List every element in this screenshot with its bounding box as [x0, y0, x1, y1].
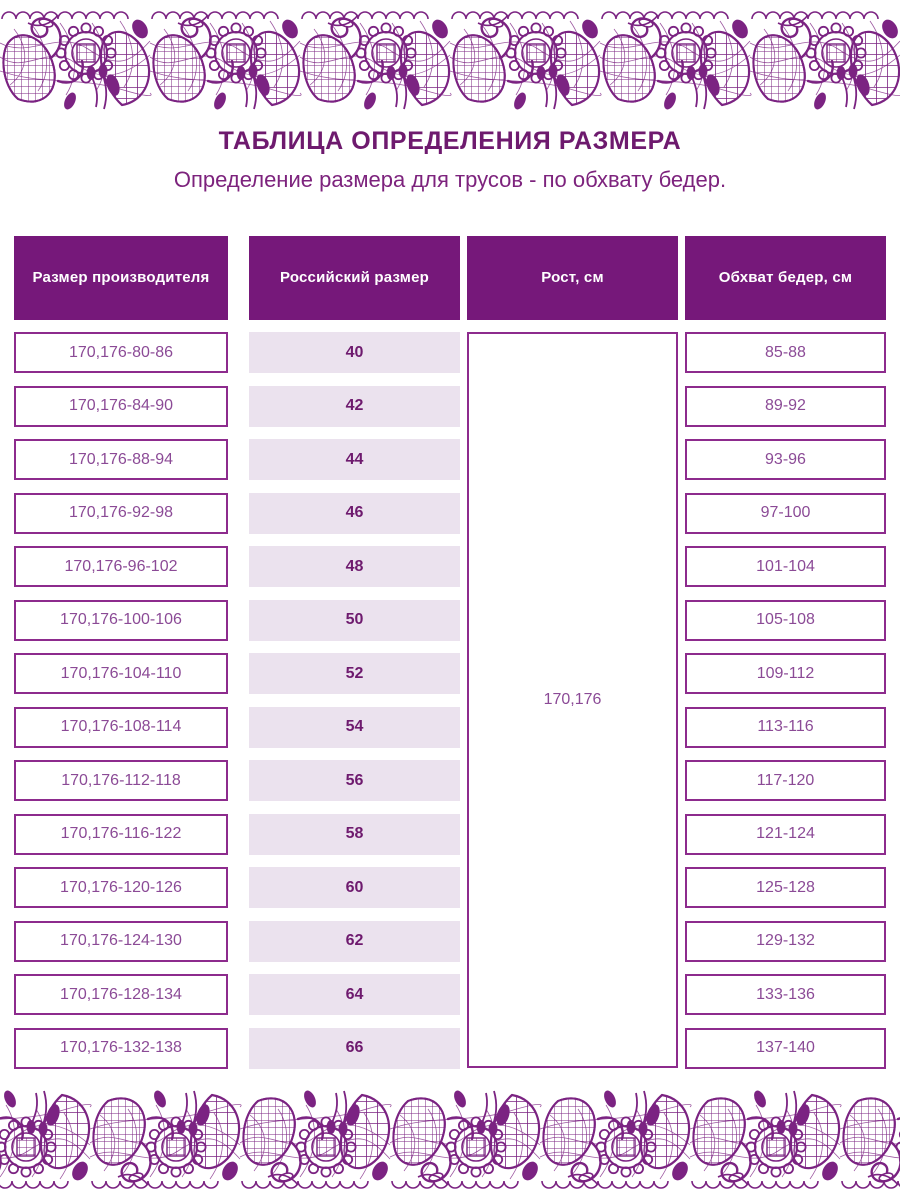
table-cell: 97-100	[685, 492, 886, 534]
column-header-russian-size: Российский размер	[249, 236, 460, 320]
table-cell: 62	[249, 920, 460, 962]
table-cell: 170,176-108-114	[14, 706, 228, 748]
top-lace-border	[0, 0, 900, 115]
table-cell: 170,176-84-90	[14, 385, 228, 427]
table-cell: 170,176-96-102	[14, 546, 228, 587]
column-body-hip-circumference: 85-88 89-92 93-96 97-100 101-104 105-108…	[685, 332, 886, 1069]
column-height: Рост, см 170,176	[467, 236, 678, 1068]
table-cell: 129-132	[685, 920, 886, 962]
table-cell: 52	[249, 653, 460, 694]
table-cell: 113-116	[685, 706, 886, 748]
table-cell: 44	[249, 439, 460, 480]
table-cell: 170,176-132-138	[14, 1027, 228, 1069]
column-body-manufacturer-size: 170,176-80-86 170,176-84-90 170,176-88-9…	[14, 332, 228, 1069]
table-cell: 56	[249, 760, 460, 801]
table-cell: 50	[249, 599, 460, 641]
table-cell: 133-136	[685, 974, 886, 1015]
table-cell: 93-96	[685, 439, 886, 480]
table-cell-merged-height: 170,176	[467, 332, 678, 1068]
table-cell: 137-140	[685, 1027, 886, 1069]
table-cell: 42	[249, 385, 460, 427]
table-cell: 48	[249, 546, 460, 587]
table-cell: 170,176-92-98	[14, 492, 228, 534]
table-cell: 101-104	[685, 546, 886, 587]
table-cell: 170,176-112-118	[14, 760, 228, 801]
column-header-manufacturer-size: Размер производителя	[14, 236, 228, 320]
lace-floral-border-icon	[0, 10, 900, 113]
column-body-russian-size: 40 42 44 46 48 50 52 54 56 58 60 62 64 6…	[249, 332, 460, 1069]
table-cell: 170,176-80-86	[14, 332, 228, 373]
table-cell: 170,176-128-134	[14, 974, 228, 1015]
table-cell: 170,176-116-122	[14, 813, 228, 855]
column-header-height: Рост, см	[467, 236, 678, 320]
table-cell: 109-112	[685, 653, 886, 694]
table-cell: 170,176-100-106	[14, 599, 228, 641]
heading-block: ТАБЛИЦА ОПРЕДЕЛЕНИЯ РАЗМЕРА Определение …	[0, 127, 900, 192]
page-subtitle: Определение размера для трусов - по обхв…	[173, 166, 727, 192]
table-cell: 85-88	[685, 332, 886, 373]
table-cell: 46	[249, 492, 460, 534]
column-manufacturer-size: Размер производителя 170,176-80-86 170,1…	[14, 236, 228, 1081]
table-cell: 66	[249, 1027, 460, 1069]
table-cell: 105-108	[685, 599, 886, 641]
table-cell: 54	[249, 706, 460, 748]
page-title: ТАБЛИЦА ОПРЕДЕЛЕНИЯ РАЗМЕРА	[218, 127, 682, 155]
table-cell: 170,176-120-126	[14, 867, 228, 908]
bottom-lace-border	[0, 1085, 900, 1200]
table-cell: 60	[249, 867, 460, 908]
table-cell: 170,176-88-94	[14, 439, 228, 480]
column-russian-size: Российский размер 40 42 44 46 48 50 52 5…	[249, 236, 460, 1081]
table-cell: 58	[249, 813, 460, 855]
table-cell: 117-120	[685, 760, 886, 801]
table-cell: 64	[249, 974, 460, 1015]
table-cell: 170,176-124-130	[14, 920, 228, 962]
table-cell: 121-124	[685, 813, 886, 855]
column-hip-circumference: Обхват бедер, см 85-88 89-92 93-96 97-10…	[685, 236, 886, 1081]
table-cell: 125-128	[685, 867, 886, 908]
column-body-height: 170,176	[467, 332, 678, 1068]
table-cell: 170,176-104-110	[14, 653, 228, 694]
table-cell: 89-92	[685, 385, 886, 427]
lace-floral-border-icon	[0, 1087, 900, 1190]
table-cell: 40	[249, 332, 460, 373]
column-header-hip-circumference: Обхват бедер, см	[685, 236, 886, 320]
